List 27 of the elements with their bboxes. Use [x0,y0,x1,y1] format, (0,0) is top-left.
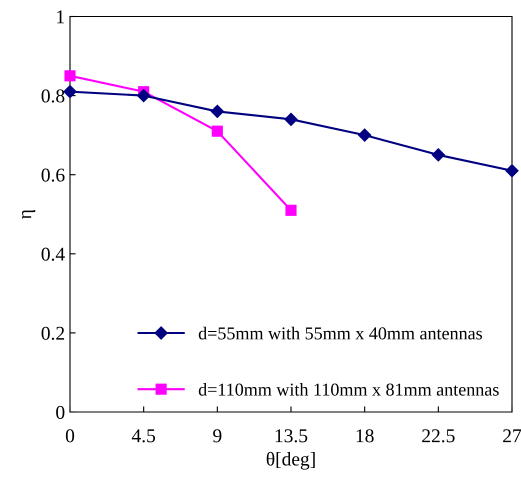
x-tick-label: 18 [356,429,374,442]
legend-label: d=110mm with 110mm x 81mm antennas [198,382,499,396]
point [63,85,77,98]
point [210,104,224,118]
point [358,128,372,142]
x-tick-label: 4.5 [132,429,156,442]
y-tick-label: 0.8 [42,89,64,103]
y-tick-label: 1 [57,10,64,24]
point [137,89,150,102]
x-tick-label: 27 [503,429,521,442]
y-tick-label: 0.2 [42,326,64,340]
legend-label: d=55mm with 55mm x 40mm antennas [198,326,482,340]
point [212,126,223,137]
y-axis-title: η [22,210,36,220]
x-tick-label: 0 [66,429,74,442]
point [505,164,519,178]
point [284,112,298,126]
point [64,70,76,82]
point [285,204,297,216]
y-tick-label: 0 [56,406,64,419]
x-tick-label: 13.5 [276,429,308,442]
x-axis-title: θ[deg] [266,452,315,470]
y-tick-label: 0.4 [42,248,65,261]
point [432,148,445,162]
x-tick-label: 22.5 [422,429,455,442]
y-tick-label: 0.6 [42,168,65,182]
x-tick-label: 9 [213,429,222,442]
